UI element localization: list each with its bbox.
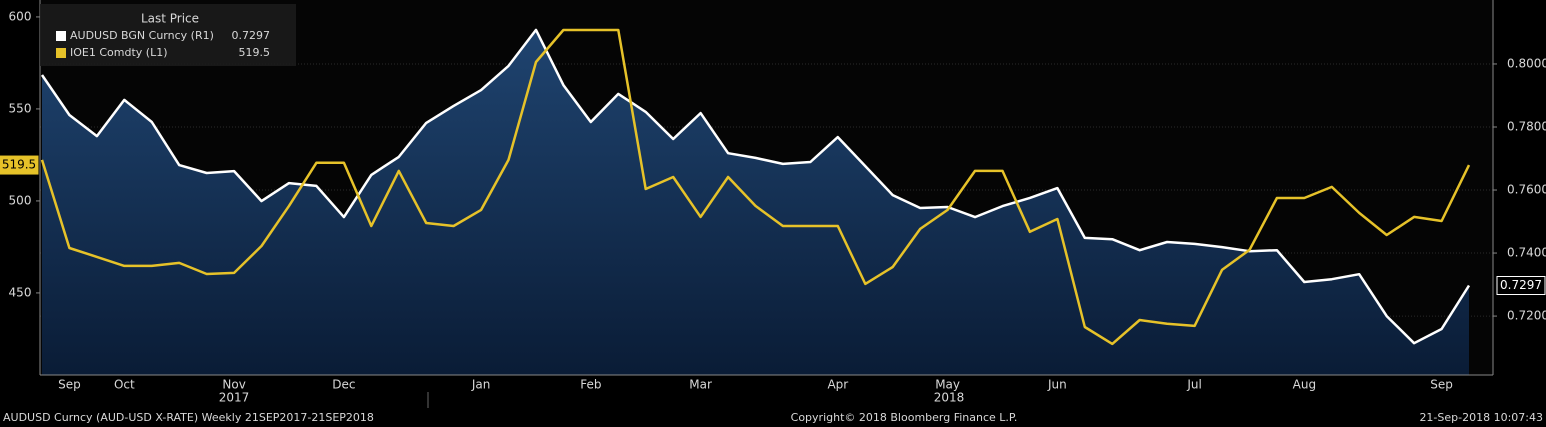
x-tick-label: Dec <box>332 378 355 392</box>
year-label: 2018 <box>934 391 965 405</box>
legend-swatch <box>56 48 66 58</box>
line <box>40 28 1471 345</box>
y2-tick-label: 0.7800 <box>1507 119 1546 133</box>
footer-right: 21-Sep-2018 10:07:43 <box>1419 411 1543 424</box>
x-tick-label: Aug <box>1293 378 1316 392</box>
area <box>42 29 1469 376</box>
x-tick-label: Sep <box>58 378 81 392</box>
y2-tick-label: 0.7200 <box>1507 309 1546 323</box>
y-tick-label: 500 <box>9 193 32 207</box>
x-tick-label: Feb <box>580 378 601 392</box>
legend-box <box>40 4 296 66</box>
x-tick-label: Oct <box>114 378 135 392</box>
x-tick-label: May <box>935 378 960 392</box>
y2-tick-label: 0.8000 <box>1507 56 1546 70</box>
x-tick-label: Mar <box>689 378 712 392</box>
legend-title: Last Price <box>141 12 199 26</box>
legend-value: 0.7297 <box>232 29 271 42</box>
y-tick-label: 600 <box>9 9 32 23</box>
legend-value: 519.5 <box>239 46 271 59</box>
last-value-label: 0.7297 <box>1500 278 1542 292</box>
footer-center: Copyright© 2018 Bloomberg Finance L.P. <box>791 411 1018 424</box>
footer-left: AUDUSD Curncy (AUD-USD X-RATE) Weekly 21… <box>3 411 374 424</box>
last-value-tag <box>1496 276 1546 296</box>
y2-tick-label: 0.7400 <box>1507 246 1546 260</box>
y2-tick-label: 0.7600 <box>1507 183 1546 197</box>
x-tick-label: Jan <box>471 378 491 392</box>
x-tick-label: Nov <box>222 378 245 392</box>
last-value-tag <box>0 155 39 175</box>
legend-swatch <box>56 31 66 41</box>
x-tick-label: Apr <box>827 378 848 392</box>
line <box>40 28 1471 346</box>
last-value-label: 519.5 <box>2 158 36 172</box>
x-tick-label: Jul <box>1186 378 1201 392</box>
x-tick-label: Sep <box>1430 378 1453 392</box>
legend-entry: IOE1 Comdty (L1) <box>70 46 168 59</box>
legend-entry: AUDUSD BGN Curncy (R1) <box>70 29 214 42</box>
year-label: 2017 <box>219 391 250 405</box>
x-tick-label: Jun <box>1047 378 1067 392</box>
y-tick-label: 450 <box>9 285 32 299</box>
y-tick-label: 550 <box>9 101 32 115</box>
